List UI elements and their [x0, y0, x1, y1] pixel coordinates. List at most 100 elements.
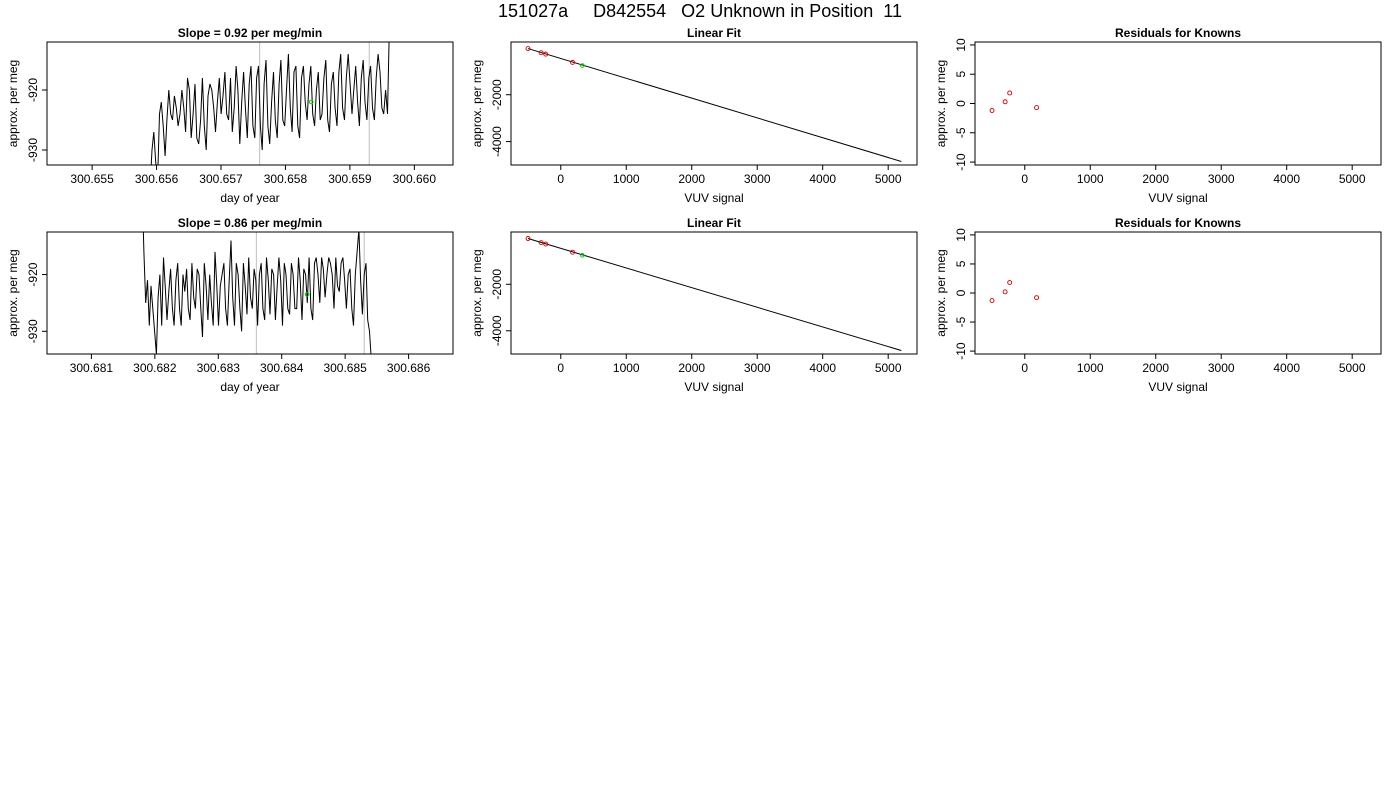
- data-point: [543, 51, 549, 57]
- data-point: [1007, 280, 1013, 285]
- x-tick-label: 3000: [744, 361, 771, 375]
- data-point: [1034, 295, 1040, 301]
- y-tick-label: -10: [954, 342, 968, 360]
- data-point: [525, 236, 531, 241]
- y-tick-label: -920: [26, 262, 40, 286]
- plot-area: [525, 236, 902, 351]
- y-tick-label: 10: [954, 228, 968, 242]
- x-tick-label: 300.684: [260, 361, 304, 375]
- chart-panel-2: Linear Fit 0 1000 2000 3000 4000 5000 -2000 -400…: [470, 26, 918, 205]
- x-tick-label: 1000: [613, 172, 640, 186]
- data-point: [1007, 90, 1013, 96]
- x-tick-label: 300.683: [197, 361, 241, 375]
- y-tick-label: -4000: [490, 126, 504, 157]
- data-point: [570, 249, 576, 255]
- x-tick-label: 300.686: [387, 361, 431, 375]
- data-point: [1002, 99, 1008, 105]
- chart-panel-3: Residuals for Knowns 0 1000 2000 3000 4000 500…: [934, 26, 1382, 205]
- data-point: [525, 46, 531, 52]
- y-tick-label: -2000: [490, 269, 504, 300]
- chart-panel-4: Slope = 0.86 per meg/min 300.681 300.682 30…: [6, 216, 454, 394]
- x-tick-label: 300.660: [393, 172, 437, 186]
- x-tick-label: 1000: [1077, 172, 1104, 186]
- page-title: 151027a D842554 O2 Unknown in Position 1…: [498, 1, 902, 21]
- unknown-point: [308, 99, 314, 105]
- plot-area: [989, 90, 1040, 113]
- series-line: [150, 42, 390, 165]
- y-tick-label: -10: [954, 153, 968, 171]
- x-tick-label: 5000: [875, 361, 902, 375]
- series-line: [142, 232, 372, 354]
- x-tick-label: 300.682: [133, 361, 177, 375]
- x-tick-label: 0: [557, 172, 564, 186]
- x-axis-label: day of year: [220, 191, 279, 205]
- data-point: [543, 241, 549, 247]
- x-tick-label: 3000: [744, 172, 771, 186]
- plot-frame: [974, 231, 1382, 355]
- y-tick-label: -930: [26, 319, 40, 343]
- y-tick-label: 5: [954, 260, 968, 267]
- y-axis-label: approx. per meg: [470, 249, 484, 336]
- y-axis-label: approx. per meg: [934, 60, 948, 147]
- plot-frame: [510, 231, 918, 355]
- x-tick-label: 2000: [1142, 172, 1169, 186]
- plot-area: [989, 280, 1040, 304]
- x-tick-label: 300.656: [135, 172, 179, 186]
- x-tick-label: 2000: [678, 172, 705, 186]
- y-tick-label: 0: [954, 289, 968, 296]
- y-tick-label: -5: [954, 316, 968, 327]
- plot-frame: [974, 41, 1382, 166]
- x-tick-label: 0: [1021, 361, 1028, 375]
- data-point: [570, 59, 576, 65]
- chart-title: Slope = 0.92 per meg/min: [178, 26, 322, 40]
- y-axis-label: approx. per meg: [934, 249, 948, 336]
- x-tick-label: 300.659: [328, 172, 372, 186]
- chart-title: Residuals for Knowns: [1115, 26, 1241, 40]
- x-axis-label: day of year: [220, 380, 279, 394]
- x-tick-label: 2000: [678, 361, 705, 375]
- x-axis-label: VUV signal: [1148, 191, 1207, 205]
- x-tick-label: 300.655: [70, 172, 114, 186]
- x-tick-label: 300.657: [199, 172, 243, 186]
- unknown-point: [580, 63, 585, 68]
- data-point: [1034, 105, 1040, 111]
- y-tick-label: 5: [954, 71, 968, 78]
- x-tick-label: 300.685: [323, 361, 367, 375]
- y-tick-label: -930: [26, 138, 40, 162]
- y-tick-label: -920: [26, 78, 40, 102]
- y-tick-label: -4000: [490, 315, 504, 346]
- x-tick-label: 4000: [809, 361, 836, 375]
- y-axis-label: approx. per meg: [470, 60, 484, 147]
- chart-title: Slope = 0.86 per meg/min: [178, 216, 322, 230]
- data-point: [538, 50, 544, 56]
- x-tick-label: 4000: [1273, 172, 1300, 186]
- x-tick-label: 0: [557, 361, 564, 375]
- data-point: [538, 240, 544, 246]
- data-point: [989, 108, 995, 113]
- x-tick-label: 4000: [1273, 361, 1300, 375]
- y-tick-label: -2000: [490, 79, 504, 110]
- plot-frame: [46, 231, 454, 355]
- x-tick-label: 1000: [613, 361, 640, 375]
- chart-title: Linear Fit: [687, 216, 741, 230]
- x-tick-label: 1000: [1077, 361, 1104, 375]
- x-tick-label: 3000: [1208, 361, 1235, 375]
- plot-frame: [510, 41, 918, 166]
- unknown-point: [580, 253, 585, 258]
- plot-area: [142, 232, 372, 354]
- chart-panel-5: Linear Fit 0 1000 2000 3000 4000 5000 -2000 -400…: [470, 216, 918, 394]
- fit-line: [527, 238, 902, 351]
- data-point: [989, 298, 995, 304]
- plot-area: [150, 42, 390, 165]
- x-axis-label: VUV signal: [1148, 380, 1207, 394]
- x-tick-label: 4000: [809, 172, 836, 186]
- chart-panel-6: Residuals for Knowns 0 1000 2000 3000 4000 500…: [934, 216, 1382, 394]
- plot-frame: [46, 41, 454, 166]
- plot-area: [525, 46, 902, 162]
- x-tick-label: 5000: [1339, 172, 1366, 186]
- y-axis-label: approx. per meg: [6, 249, 20, 336]
- unknown-point: [304, 292, 310, 297]
- x-tick-label: 5000: [875, 172, 902, 186]
- chart-title: Residuals for Knowns: [1115, 216, 1241, 230]
